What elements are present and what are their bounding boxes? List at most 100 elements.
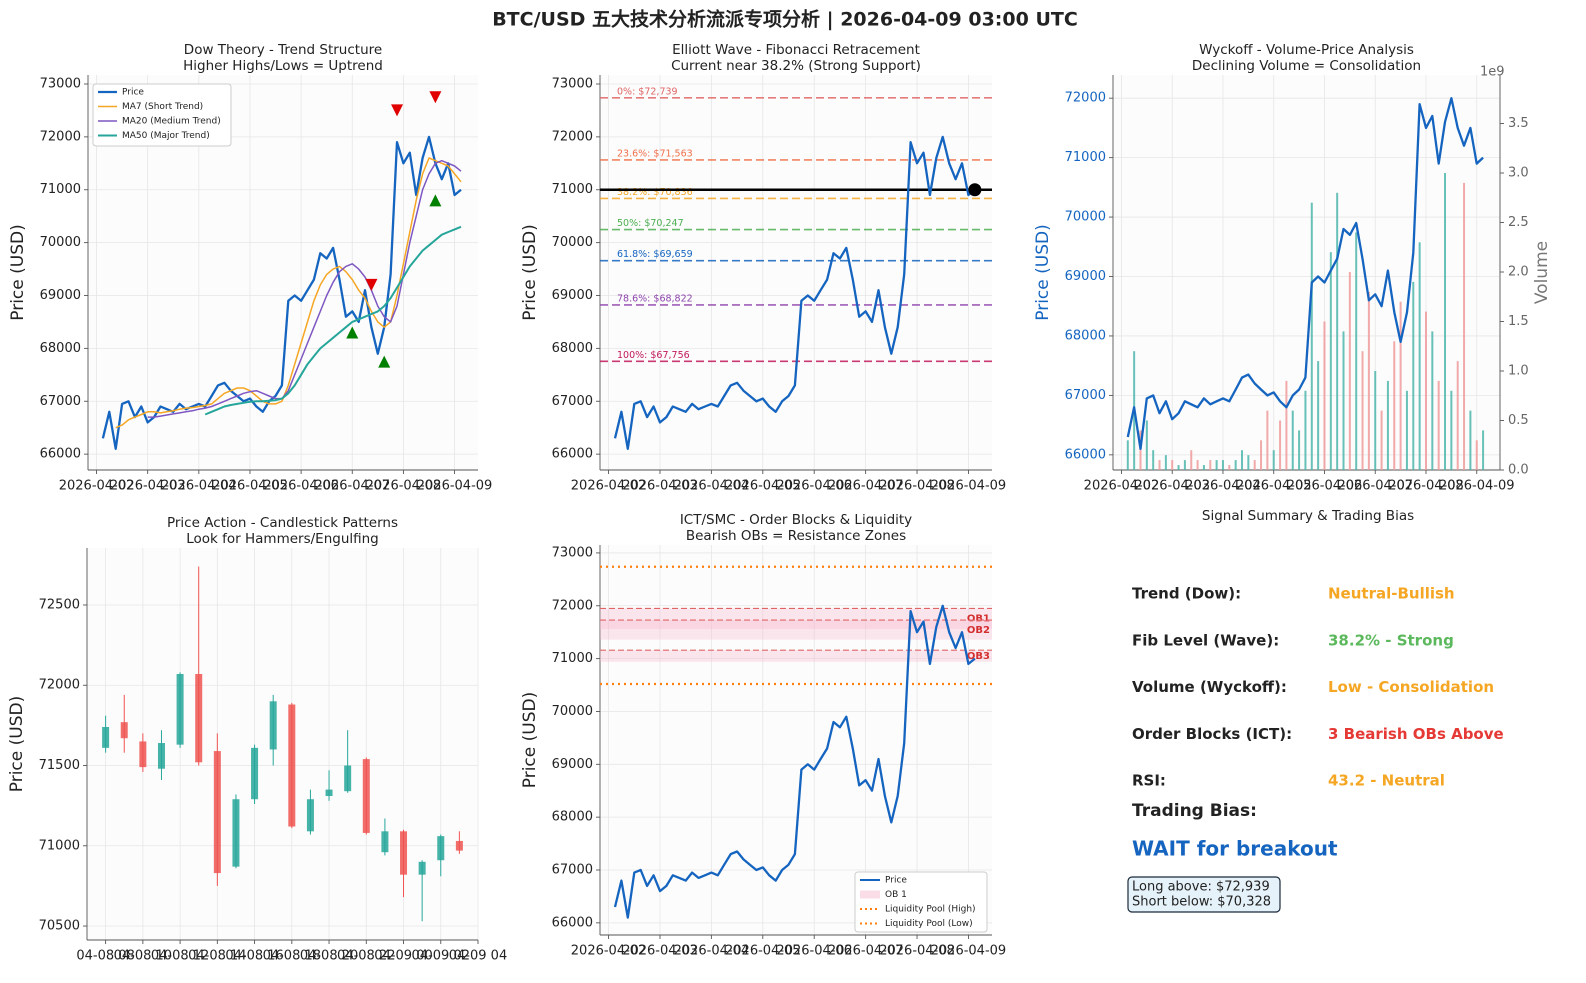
candle-body [437, 836, 445, 861]
x-tick-label: 2026-04-05 [725, 479, 801, 494]
volume-bar [1272, 450, 1275, 470]
fib-label: 78.6%: $68,822 [617, 293, 693, 304]
volume-bar [1418, 242, 1421, 470]
x-tick-label: 2026-04-03 [110, 479, 186, 494]
volume-bar [1285, 380, 1288, 470]
chart-subtitle: Look for Hammers/Engulfing [186, 531, 379, 547]
volume-bar [1234, 460, 1237, 470]
volume-bar [1253, 460, 1256, 470]
volume-bar [1209, 460, 1212, 470]
x-tick-label: 04-08 10 [114, 949, 172, 964]
y-tick-label: 68000 [40, 341, 81, 356]
legend: Price OB 1 Liquidity Pool (High) Liquidity … [854, 871, 988, 933]
x-tick-label: 2026-04-03 [622, 944, 698, 959]
volume-bar [1355, 232, 1358, 470]
candle-body [251, 747, 259, 800]
volume-bar [1323, 321, 1326, 470]
x-tick-label: 2026-04-03 [622, 479, 698, 494]
x-tick-label: 2026-04-07 [828, 944, 904, 959]
y-tick-label: 70000 [1065, 210, 1106, 225]
y-tick-label: 67000 [552, 863, 593, 878]
signal-label: Fib Level (Wave): [1132, 631, 1279, 649]
volume-bar [1348, 272, 1351, 470]
chart-subtitle: Declining Volume = Consolidation [1192, 58, 1421, 74]
candle-body [400, 831, 408, 875]
fib-label: 50%: $70,247 [617, 218, 684, 229]
signal-label: Trend (Dow): [1132, 585, 1241, 603]
y-tick-label: 71000 [39, 838, 80, 853]
level-text: Short below: $70,328 [1132, 895, 1271, 910]
x-tick-label: 2026-04-03 [1134, 479, 1210, 494]
x-tick-label: 2026-04-06 [1287, 479, 1363, 494]
y-tick-label: 70000 [552, 704, 593, 719]
y-tick-label: 72000 [40, 129, 81, 144]
candle-body [455, 840, 463, 851]
volume-bar [1336, 192, 1339, 471]
y2-offset: 1e9 [1480, 65, 1505, 80]
volume-bar [1367, 291, 1370, 470]
volume-bar [1380, 410, 1383, 470]
x-tick-label: 2026-04-05 [725, 944, 801, 959]
volume-bar [1374, 371, 1377, 470]
volume-bar [1393, 341, 1396, 470]
chart-subtitle: Higher Highs/Lows = Uptrend [183, 58, 383, 74]
legend-swatch [860, 890, 880, 899]
y2-tick-label: 0.5 [1508, 413, 1529, 428]
fib-label: 100%: $67,756 [617, 350, 690, 361]
current-price-dot [968, 183, 982, 197]
signal-value: 43.2 - Neutral [1328, 772, 1445, 790]
x-tick-label: 2026-04-08 [879, 479, 955, 494]
volume-bar [1260, 440, 1263, 470]
candle-body [120, 722, 128, 739]
volume-bar [1139, 430, 1142, 470]
volume-bar [1386, 380, 1389, 470]
volume-bar [1456, 361, 1459, 470]
candle-body [362, 759, 370, 833]
x-tick-label: 2026-04-02 [1084, 479, 1160, 494]
y-axis-label: Price (USD) [520, 224, 540, 320]
x-tick-label: 2026-04-05 [212, 479, 288, 494]
legend-label: MA50 (Major Trend) [122, 131, 210, 141]
chart-title: ICT/SMC - Order Blocks & Liquidity [680, 512, 912, 528]
y-tick-label: 66000 [1065, 447, 1106, 462]
volume-bar [1431, 331, 1434, 470]
y-tick-label: 71000 [40, 182, 81, 197]
volume-bar [1266, 410, 1269, 470]
volume-bar [1279, 420, 1282, 470]
y2-tick-label: 2.0 [1508, 265, 1529, 280]
volume-bar [1412, 281, 1415, 470]
chart-subtitle: Current near 38.2% (Strong Support) [671, 58, 921, 74]
y2-tick-label: 3.0 [1508, 166, 1529, 181]
signal-label: Volume (Wyckoff): [1132, 678, 1287, 696]
main-title: BTC/USD 五大技术分析流派专项分析 | 2026-04-09 03:00 … [492, 8, 1078, 31]
x-tick-label: 2026-04-02 [571, 944, 647, 959]
y-tick-label: 69000 [552, 288, 593, 303]
y-tick-label: 68000 [1065, 328, 1106, 343]
legend-label: MA7 (Short Trend) [122, 102, 203, 112]
legend-label: MA20 (Medium Trend) [122, 117, 221, 127]
bias-value: WAIT for breakout [1132, 837, 1338, 861]
chart-title: Dow Theory - Trend Structure [184, 42, 382, 58]
x-tick-label: 2026-04-06 [776, 944, 852, 959]
volume-bar [1361, 351, 1364, 470]
y-tick-label: 71000 [1065, 150, 1106, 165]
signal-value: 3 Bearish OBs Above [1328, 725, 1504, 743]
x-tick-label: 2026-04-09 [1439, 479, 1515, 494]
candle-body [232, 799, 240, 867]
y-tick-label: 67000 [552, 394, 593, 409]
y-tick-label: 71000 [552, 651, 593, 666]
levels-box [1127, 876, 1281, 913]
chart-title: Price Action - Candlestick Patterns [167, 515, 398, 531]
volume-bar [1399, 301, 1402, 470]
y-tick-label: 70500 [39, 919, 80, 934]
price-line [613, 135, 976, 450]
candle-body [195, 674, 203, 763]
volume-bar [1329, 252, 1332, 470]
price-line [1126, 97, 1484, 451]
swing-marker [429, 194, 442, 207]
swing-marker [365, 278, 378, 291]
volume-bar [1405, 390, 1408, 470]
x-tick-label: 2026-04-02 [571, 479, 647, 494]
